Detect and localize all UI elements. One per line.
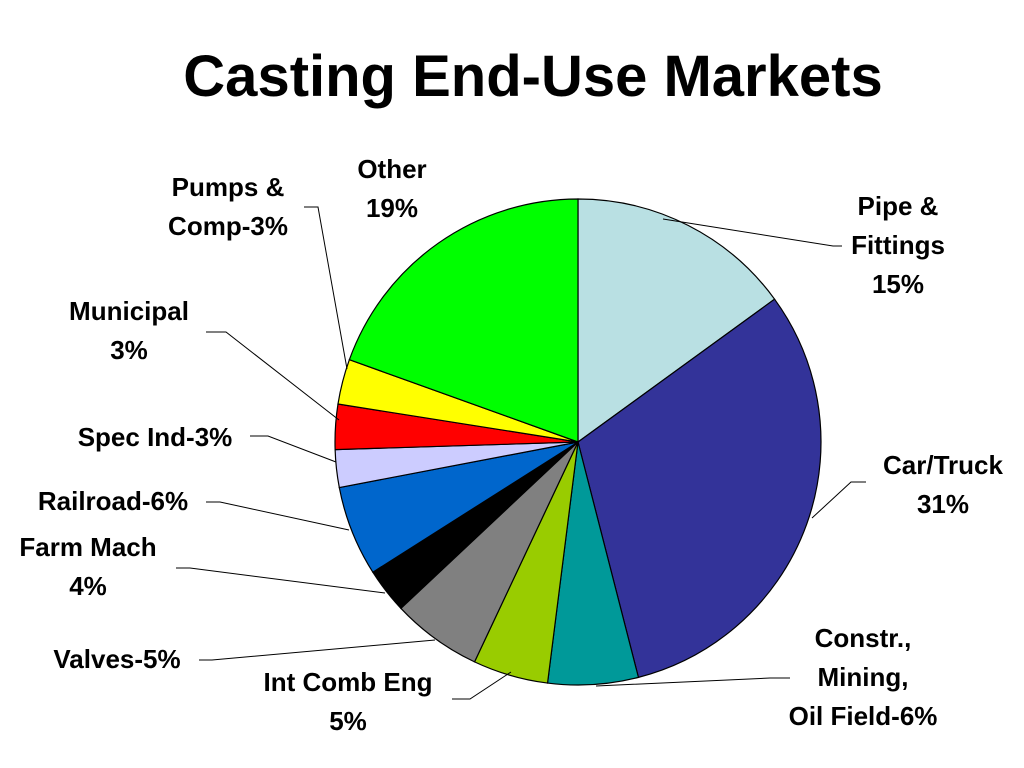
slice-label-line: Comp-3% (168, 211, 288, 241)
slice-label-line: Mining, (818, 662, 909, 692)
slice-label-text: Railroad-6% (38, 486, 188, 516)
leader-line-municipal (206, 331, 340, 421)
leader-line-constr-mining-oil-field (595, 677, 790, 687)
leader-line-railroad (206, 501, 350, 531)
slice-label-line: Pipe & (858, 191, 939, 221)
slice-label-text: Valves-5% (53, 644, 180, 674)
slice-label-railroad: Railroad-6% (38, 486, 188, 516)
slice-label-line: Farm Mach (19, 532, 156, 562)
slice-label-spec-ind: Spec Ind-3% (78, 422, 233, 452)
slice-label-line: 4% (69, 571, 107, 601)
slice-label-line: Railroad-6% (38, 486, 188, 516)
slice-label-other: Other 19% (357, 154, 426, 223)
slice-label-text: Pumps & Comp-3% (168, 172, 288, 241)
slice-label-constr-mining-oil-field: Constr., Mining, Oil Field-6% (789, 623, 938, 731)
leader-lines (176, 206, 866, 700)
slice-label-car-truck: Car/Truck 31% (883, 450, 1003, 519)
slice-label-valves: Valves-5% (53, 644, 180, 674)
slice-label-line: 31% (917, 489, 969, 519)
slice-label-text: Int Comb Eng 5% (264, 667, 433, 736)
slice-label-line: Municipal (69, 296, 189, 326)
slice-label-text: Spec Ind-3% (78, 422, 233, 452)
slice-label-line: Spec Ind-3% (78, 422, 233, 452)
slice-label-line: 5% (329, 706, 367, 736)
slice-label-int-comb-eng: Int Comb Eng 5% (264, 667, 433, 736)
pie-slice-pipe-fittings (577, 198, 776, 444)
slice-label-text: Car/Truck 31% (883, 450, 1003, 519)
pie-slice-other (348, 198, 579, 443)
pie-slices (334, 198, 822, 686)
slice-label-text: Constr., Mining, Oil Field-6% (789, 623, 938, 731)
leader-line-farm-mach (176, 567, 386, 594)
slice-label-line: 19% (366, 193, 418, 223)
leader-line-pipe-fittings (662, 218, 842, 247)
slice-label-text: Pipe & Fittings 15% (851, 191, 945, 299)
slice-label-pumps-comp: Pumps & Comp-3% (168, 172, 288, 241)
slice-label-line: Other (357, 154, 426, 184)
slice-label-line: 3% (110, 335, 148, 365)
leader-line-spec-ind (250, 435, 337, 463)
slice-label-line: Valves-5% (53, 644, 180, 674)
slice-label-line: Car/Truck (883, 450, 1003, 480)
slice-label-line: 15% (872, 269, 924, 299)
slice-label-line: Int Comb Eng (264, 667, 433, 697)
slice-label-text: Other 19% (357, 154, 426, 223)
slice-label-line: Constr., (815, 623, 912, 653)
pie-slice-car-truck (577, 298, 822, 679)
slice-label-text: Municipal 3% (69, 296, 189, 365)
slice-label-pipe-fittings: Pipe & Fittings 15% (851, 191, 945, 299)
slice-label-line: Oil Field-6% (789, 701, 938, 731)
slice-label-farm-mach: Farm Mach 4% (19, 532, 156, 601)
slice-labels: Pipe & Fittings 15% Car/Truck 31% Constr., Min… (19, 154, 1003, 736)
slice-label-text: Farm Mach 4% (19, 532, 156, 601)
slice-label-line: Fittings (851, 230, 945, 260)
slice-label-line: Pumps & (172, 172, 285, 202)
leader-line-valves (199, 639, 436, 661)
leader-line-pumps-comp (304, 206, 348, 370)
leader-line-int-comb-eng (452, 671, 512, 700)
leader-line-car-truck (811, 481, 866, 519)
chart-title: Casting End-Use Markets (183, 44, 883, 109)
slice-label-municipal: Municipal 3% (69, 296, 189, 365)
